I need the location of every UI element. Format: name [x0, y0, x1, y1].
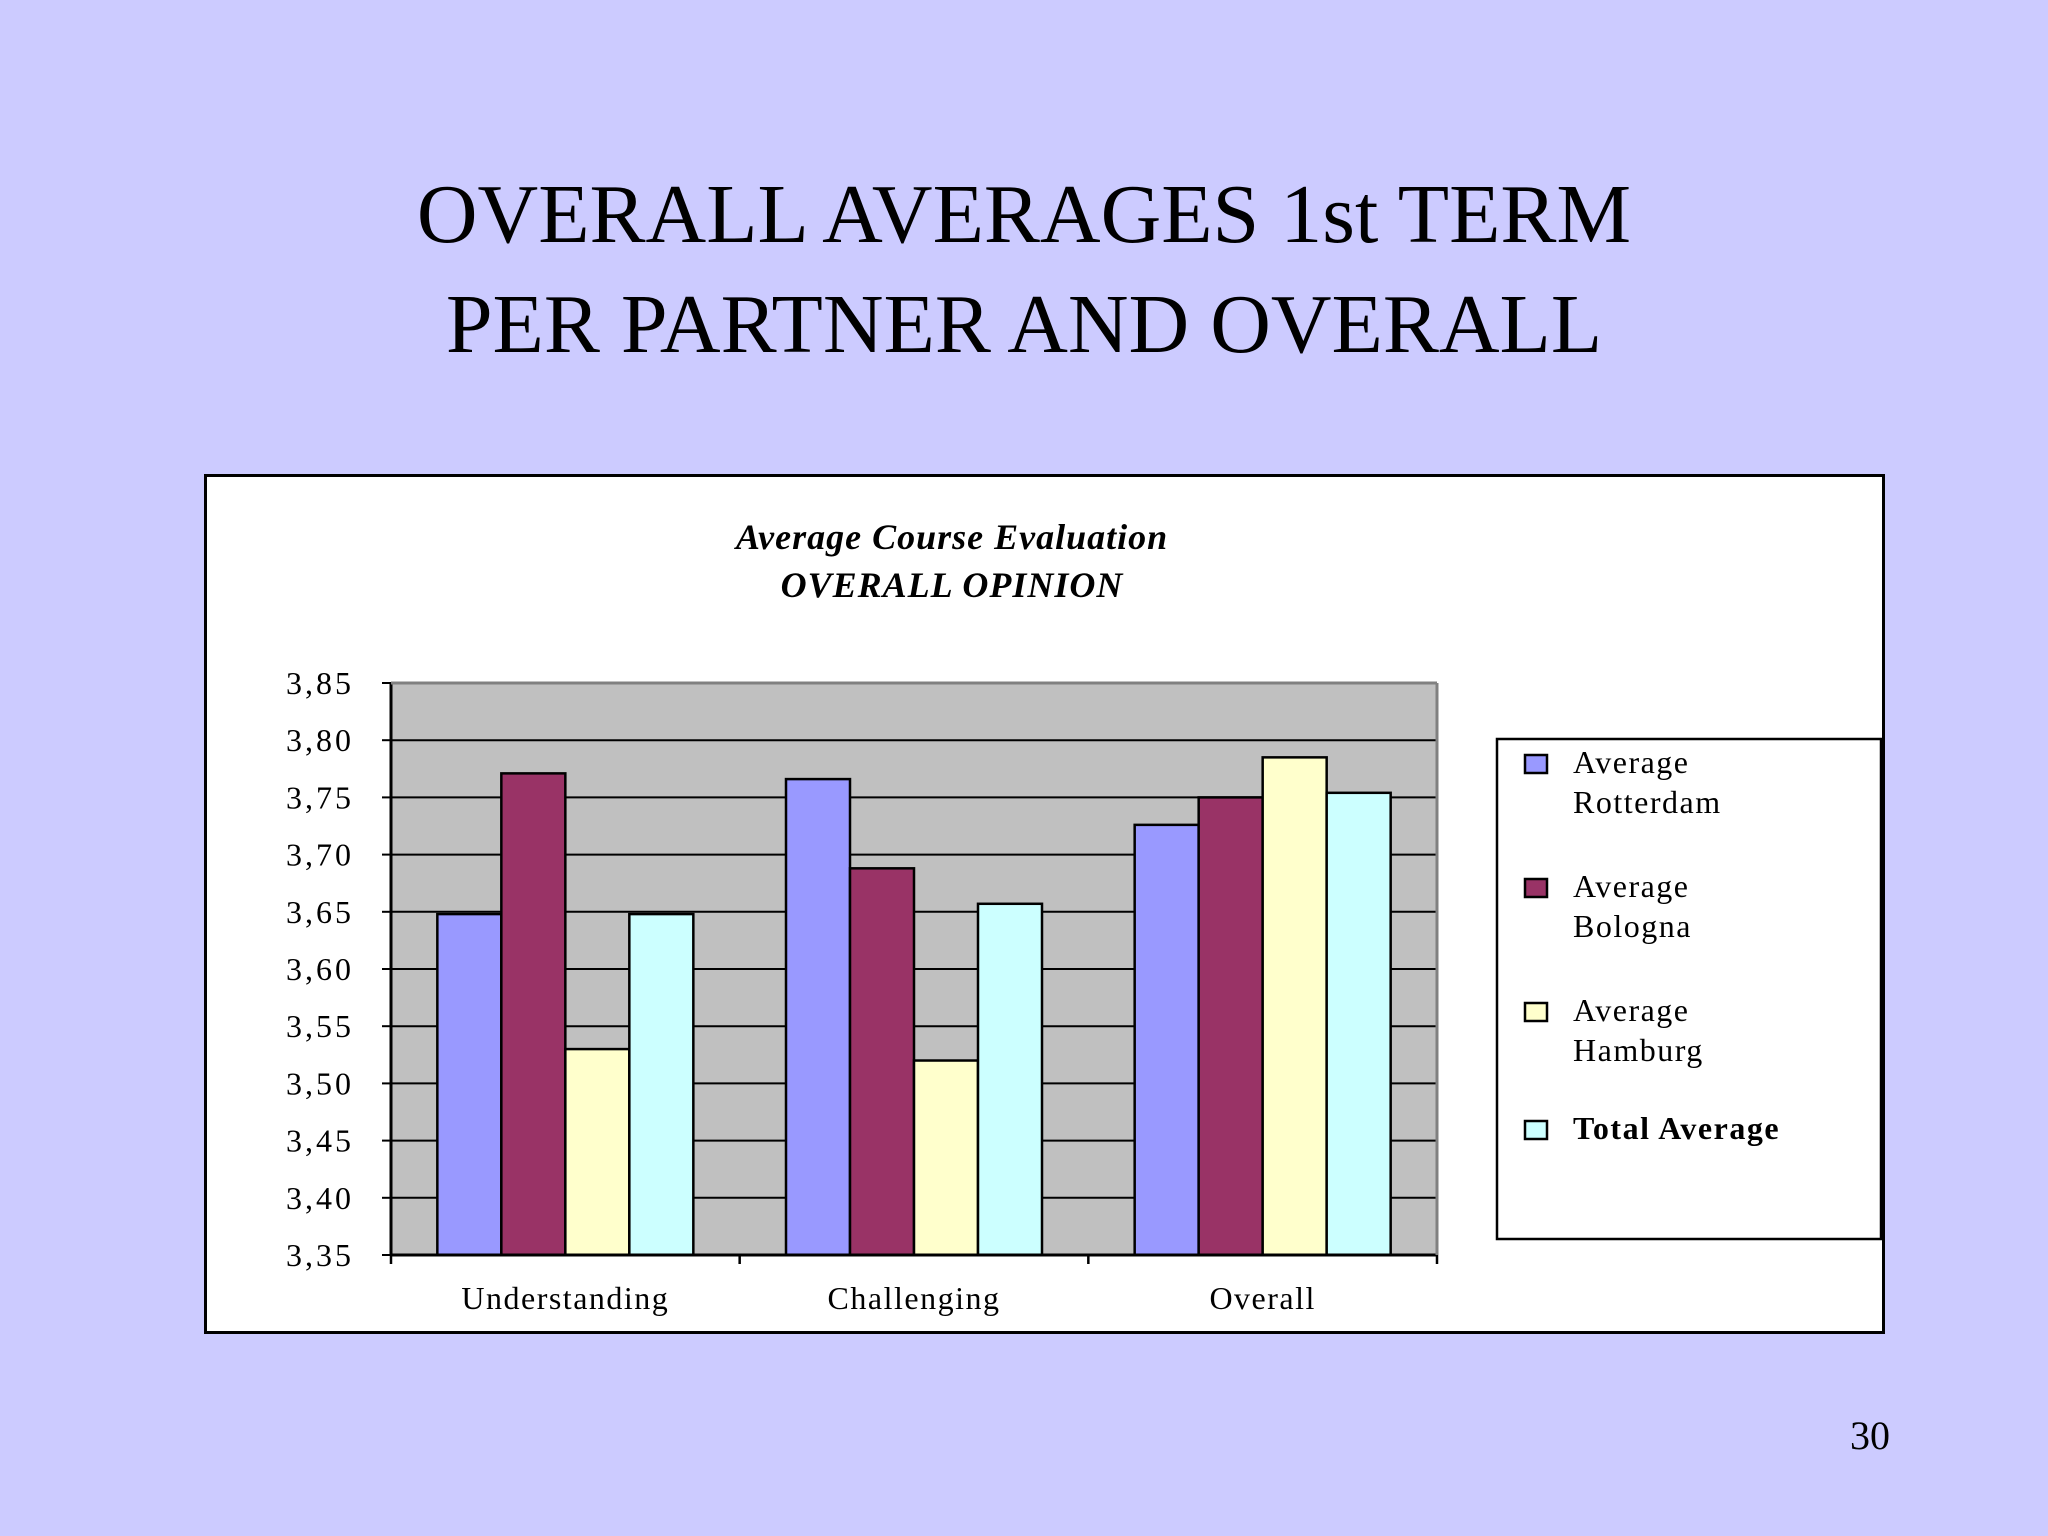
slide-title: OVERALL AVERAGES 1st TERM PER PARTNER AN…: [0, 160, 2048, 380]
y-tick-label: 3,50: [286, 1065, 354, 1101]
page-number: 30: [1850, 1413, 1890, 1458]
legend-label: Average Bologna: [1573, 868, 1692, 944]
bar: [436, 912, 503, 1257]
y-tick-label: 3,35: [286, 1237, 354, 1273]
y-tick-label: 3,75: [286, 779, 354, 815]
chart-frame: Average Course Evaluation OVERALL OPINIO…: [204, 474, 1885, 1334]
x-axis-tick-labels: Understanding Challenging Overall: [461, 1280, 1315, 1316]
legend-label: Total Average: [1573, 1110, 1780, 1146]
bar: [1261, 756, 1328, 1257]
chart-subtitle: OVERALL OPINION: [781, 565, 1125, 605]
y-tick-label: 3,85: [286, 665, 354, 701]
y-tick-label: 3,80: [286, 722, 354, 758]
legend: Average Rotterdam Average Bologna Average Ham…: [1495, 737, 1882, 1241]
legend-label-line: Average: [1573, 744, 1690, 780]
y-tick-label: 3,65: [286, 894, 354, 930]
slide-title-line-1: OVERALL AVERAGES 1st TERM: [416, 168, 1632, 261]
y-tick-label: 3,70: [286, 837, 354, 873]
legend-swatch: [1523, 1119, 1549, 1141]
chart-title: Average Course Evaluation: [734, 517, 1168, 557]
x-tick-label: Understanding: [461, 1280, 669, 1316]
legend-swatch: [1523, 1001, 1549, 1023]
bar: [912, 1059, 980, 1257]
bar: [1325, 791, 1392, 1257]
y-tick-label: 3,55: [286, 1008, 354, 1044]
bar: [500, 772, 567, 1257]
legend-label-line: Average: [1573, 868, 1690, 904]
bar: [1197, 796, 1264, 1257]
legend-box: [1495, 737, 1882, 1241]
axes: [382, 681, 1439, 1264]
x-tick-label: Challenging: [828, 1280, 1001, 1316]
bar: [1133, 823, 1200, 1257]
legend-swatch: [1523, 877, 1549, 899]
y-axis-tick-labels: 3,35 3,40 3,45 3,50 3,55 3,60 3,65 3,70 3,75 3,80…: [286, 665, 354, 1273]
y-tick-label: 3,40: [286, 1180, 354, 1216]
bar-chart: Average Course Evaluation OVERALL OPINIO…: [286, 517, 1882, 1316]
legend-label-line: Hamburg: [1573, 1032, 1704, 1068]
legend-label: Average Hamburg: [1573, 992, 1704, 1068]
bar: [976, 902, 1044, 1257]
x-tick-label: Overall: [1209, 1280, 1315, 1316]
y-tick-label: 3,45: [286, 1123, 354, 1159]
legend-label: Average Rotterdam: [1573, 744, 1722, 820]
legend-swatch: [1523, 753, 1549, 775]
bar-group: [436, 756, 1392, 1257]
y-tick-label: 3,60: [286, 951, 354, 987]
bar: [564, 1047, 631, 1257]
legend-label-line: Rotterdam: [1573, 784, 1722, 820]
slide-title-line-2: PER PARTNER AND OVERALL: [445, 278, 1603, 371]
bar: [628, 912, 695, 1257]
bar: [784, 777, 852, 1257]
legend-label-line: Average: [1573, 992, 1690, 1028]
bar: [848, 867, 916, 1257]
legend-label-line: Total Average: [1573, 1110, 1780, 1146]
legend-label-line: Bologna: [1573, 908, 1692, 944]
